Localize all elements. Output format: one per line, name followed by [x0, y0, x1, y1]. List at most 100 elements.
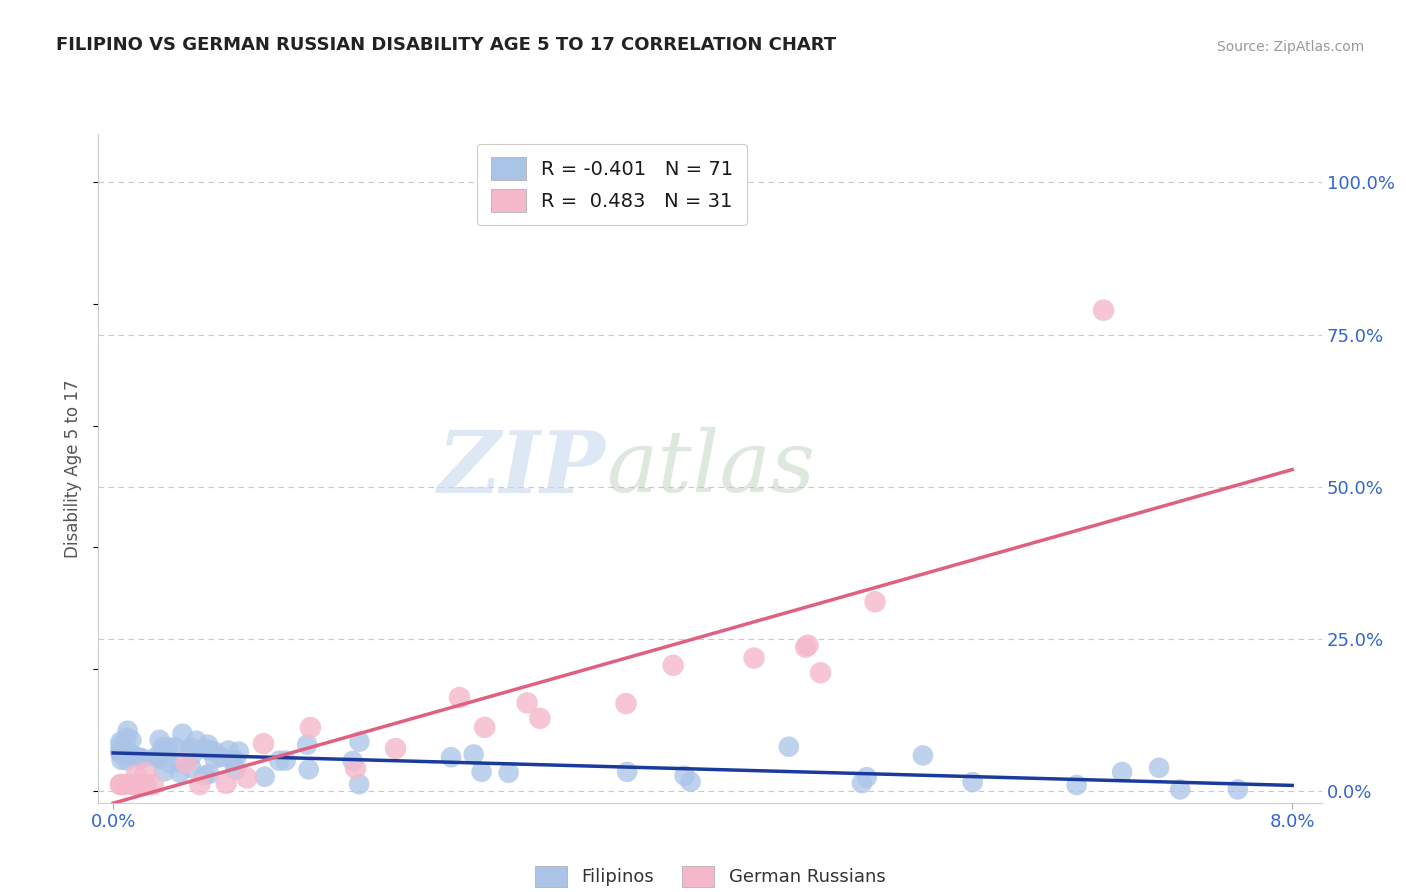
Point — [149, 732, 172, 747]
Point — [225, 753, 247, 767]
Point — [297, 738, 319, 752]
Point — [662, 658, 685, 673]
Point — [204, 745, 226, 759]
Point — [149, 752, 172, 766]
Point — [810, 665, 832, 680]
Point — [110, 747, 132, 761]
Point — [110, 734, 132, 748]
Y-axis label: Disability Age 5 to 17: Disability Age 5 to 17 — [65, 379, 83, 558]
Point — [120, 733, 142, 747]
Point — [180, 748, 202, 763]
Point — [134, 765, 156, 780]
Point — [122, 778, 145, 792]
Text: ZIP: ZIP — [439, 426, 606, 510]
Point — [269, 754, 291, 768]
Point — [180, 761, 202, 775]
Point — [474, 720, 496, 734]
Point — [962, 775, 984, 789]
Point — [114, 778, 136, 792]
Point — [463, 747, 485, 762]
Point — [855, 770, 877, 784]
Point — [110, 745, 132, 759]
Point — [163, 740, 186, 755]
Point — [131, 751, 153, 765]
Point — [1147, 761, 1170, 775]
Point — [186, 733, 208, 747]
Point — [197, 738, 219, 752]
Point — [851, 776, 873, 790]
Point — [252, 737, 274, 751]
Point — [221, 753, 243, 767]
Point — [614, 697, 637, 711]
Point — [124, 749, 146, 764]
Point — [616, 764, 638, 779]
Point — [911, 748, 934, 763]
Point — [1168, 782, 1191, 797]
Point — [110, 778, 132, 792]
Point — [1111, 765, 1133, 780]
Point — [193, 768, 215, 782]
Point — [471, 764, 494, 779]
Point — [180, 740, 202, 755]
Point — [215, 776, 238, 790]
Point — [1092, 303, 1115, 318]
Point — [299, 721, 322, 735]
Point — [110, 778, 132, 792]
Point — [529, 711, 551, 725]
Point — [125, 768, 148, 782]
Point — [153, 764, 176, 779]
Point — [110, 744, 132, 758]
Point — [778, 739, 800, 754]
Point — [794, 640, 817, 654]
Point — [863, 595, 886, 609]
Point — [177, 743, 200, 757]
Point — [124, 778, 146, 792]
Point — [188, 778, 211, 792]
Point — [128, 751, 150, 765]
Point — [110, 738, 132, 752]
Point — [135, 778, 157, 792]
Point — [679, 774, 702, 789]
Point — [198, 767, 221, 781]
Point — [449, 690, 471, 705]
Point — [516, 696, 538, 710]
Point — [121, 778, 143, 792]
Point — [148, 748, 170, 763]
Point — [440, 750, 463, 764]
Point — [498, 765, 520, 780]
Point — [1226, 782, 1249, 797]
Point — [115, 731, 138, 745]
Point — [169, 765, 191, 780]
Point — [157, 756, 180, 770]
Point — [115, 754, 138, 768]
Point — [169, 756, 191, 770]
Text: Source: ZipAtlas.com: Source: ZipAtlas.com — [1216, 39, 1364, 54]
Point — [117, 744, 139, 758]
Point — [673, 769, 696, 783]
Point — [172, 727, 194, 741]
Point — [1066, 778, 1088, 792]
Point — [118, 748, 141, 763]
Legend: Filipinos, German Russians: Filipinos, German Russians — [527, 859, 893, 892]
Point — [152, 739, 174, 754]
Point — [145, 750, 167, 764]
Point — [157, 740, 180, 755]
Point — [344, 761, 367, 775]
Point — [204, 752, 226, 766]
Point — [347, 777, 370, 791]
Text: atlas: atlas — [606, 427, 815, 509]
Point — [117, 723, 139, 738]
Point — [228, 745, 250, 759]
Point — [236, 771, 259, 785]
Point — [742, 651, 765, 665]
Text: FILIPINO VS GERMAN RUSSIAN DISABILITY AGE 5 TO 17 CORRELATION CHART: FILIPINO VS GERMAN RUSSIAN DISABILITY AG… — [56, 36, 837, 54]
Point — [125, 778, 148, 792]
Point — [224, 763, 246, 777]
Point — [253, 770, 276, 784]
Point — [349, 734, 371, 748]
Point — [110, 753, 132, 767]
Point — [174, 756, 197, 770]
Point — [129, 751, 152, 765]
Point — [797, 638, 820, 652]
Point — [195, 742, 218, 756]
